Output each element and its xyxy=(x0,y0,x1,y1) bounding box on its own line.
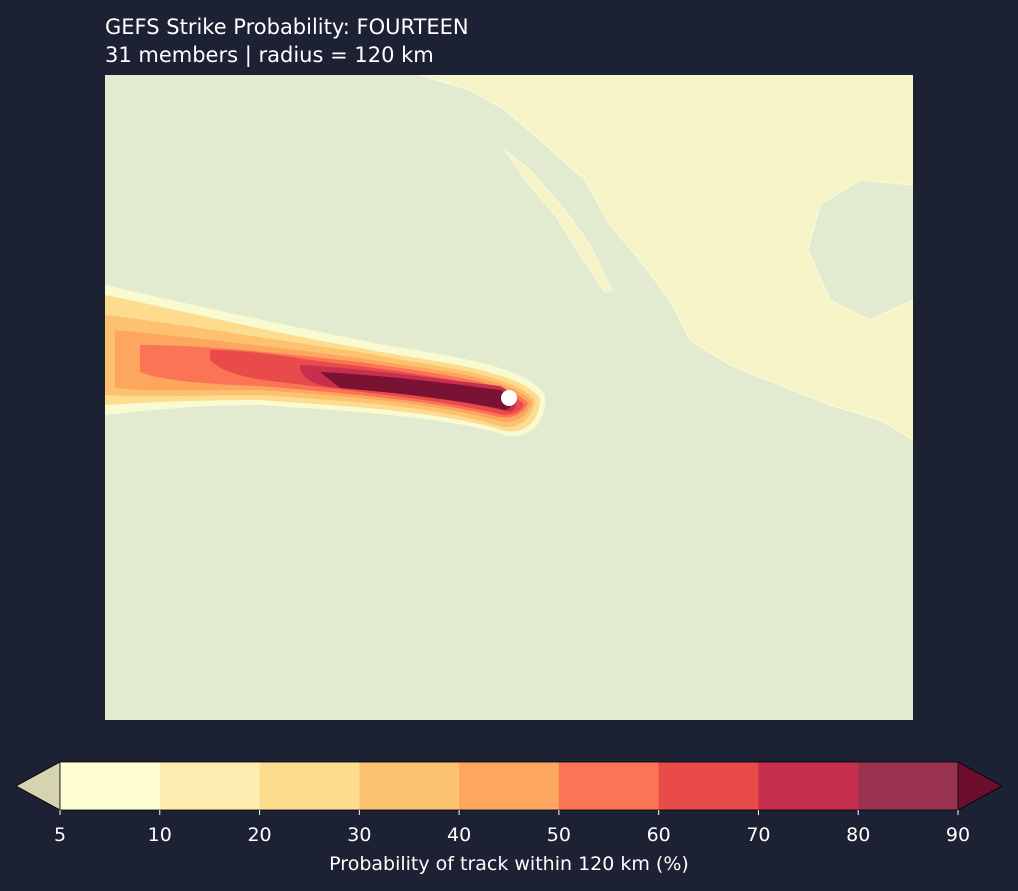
colorbar-tick-label: 30 xyxy=(347,824,371,846)
colorbar-tick-label: 80 xyxy=(846,824,870,846)
colorbar-segment xyxy=(259,762,360,810)
colorbar-tick-label: 5 xyxy=(54,824,66,846)
colorbar: 5 10 20 30 40 50 60 70 80 90 xyxy=(15,761,1003,846)
colorbar-tick-label: 70 xyxy=(746,824,770,846)
colorbar-tick-label: 50 xyxy=(547,824,571,846)
colorbar-segment xyxy=(459,762,560,810)
colorbar-segment xyxy=(60,762,161,810)
colorbar-tick-label: 60 xyxy=(647,824,671,846)
colorbar-tick-label: 90 xyxy=(946,824,970,846)
colorbar-segment xyxy=(758,762,859,810)
colorbar-tick-label: 40 xyxy=(447,824,471,846)
colorbar-segment xyxy=(658,762,759,810)
colorbar-label: Probability of track within 120 km (%) xyxy=(329,853,689,875)
map xyxy=(105,75,913,720)
colorbar-outline xyxy=(59,761,959,811)
land xyxy=(419,75,913,441)
colorbar-segment xyxy=(359,762,460,810)
colorbar-segment xyxy=(858,762,959,810)
storm-position xyxy=(501,390,517,406)
colorbar-segment xyxy=(159,762,261,810)
subtitle: 31 members | radius = 120 km xyxy=(105,43,434,68)
colorbar-tick-label: 20 xyxy=(247,824,271,846)
peninsula xyxy=(504,149,613,293)
title: GEFS Strike Probability: FOURTEEN xyxy=(105,15,469,39)
colorbar-segment xyxy=(558,762,660,810)
colorbar-tick-label: 10 xyxy=(148,824,172,846)
probability-plume xyxy=(105,285,546,437)
